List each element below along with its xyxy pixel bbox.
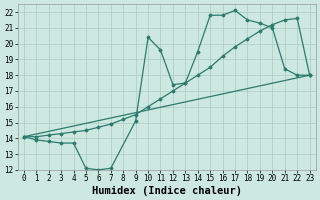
X-axis label: Humidex (Indice chaleur): Humidex (Indice chaleur) bbox=[92, 186, 242, 196]
